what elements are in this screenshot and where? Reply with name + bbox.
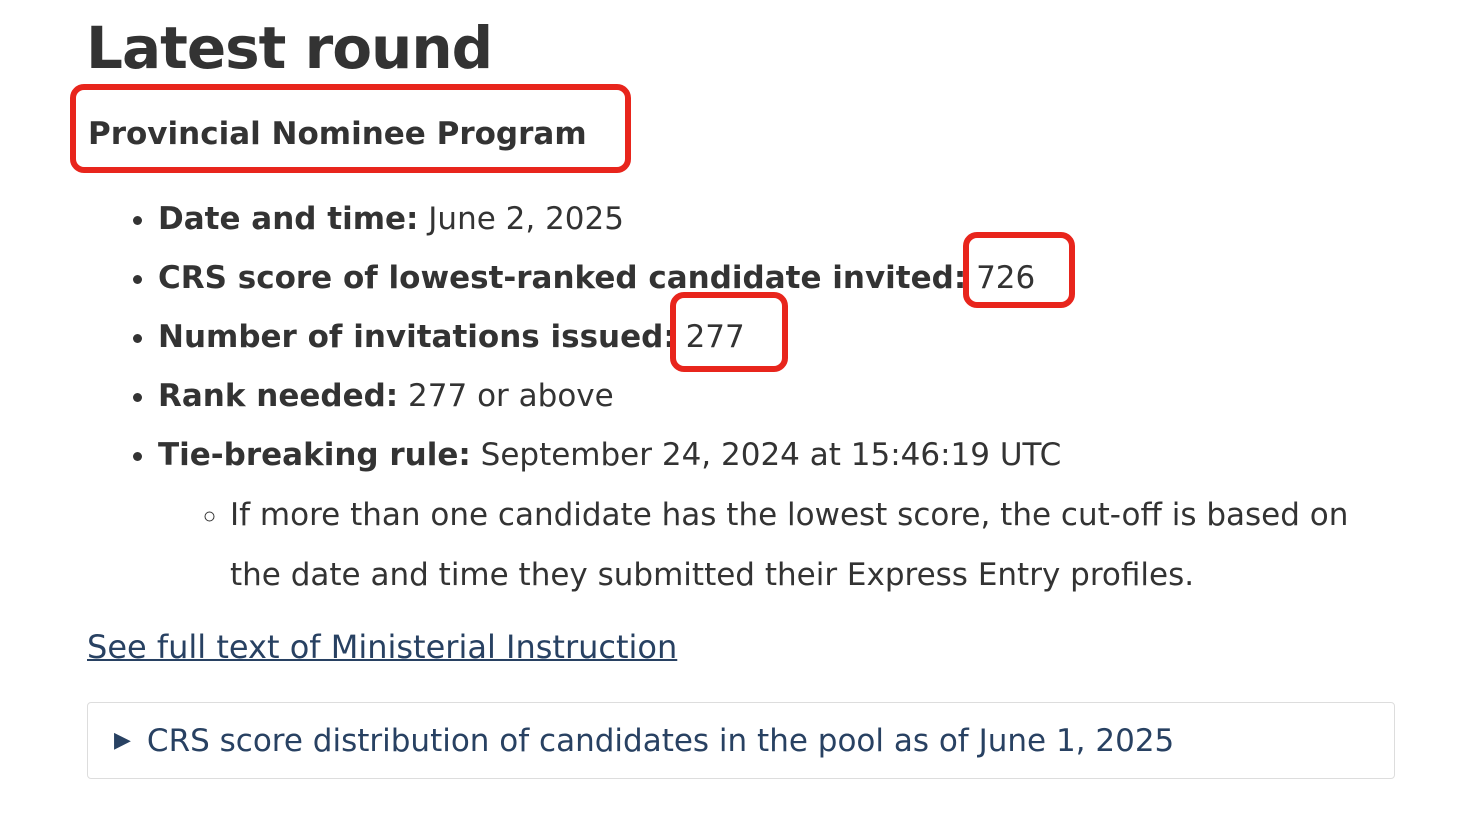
expand-triangle-icon: ▶: [114, 728, 131, 753]
annotation-box-program: [70, 84, 631, 173]
list-item-date: Date and time: June 2, 2025: [158, 190, 1400, 249]
list-item-rank: Rank needed: 277 or above: [158, 367, 1400, 426]
page-title: Latest round: [86, 14, 493, 82]
detail-value: September 24, 2024 at 15:46:19 UTC: [470, 437, 1062, 473]
round-details-list: Date and time: June 2, 2025 CRS score of…: [88, 190, 1400, 605]
list-item-tie-breaking: Tie-breaking rule: September 24, 2024 at…: [158, 426, 1400, 605]
detail-label: CRS score of lowest-ranked candidate inv…: [158, 260, 967, 296]
expander-label: CRS score distribution of candidates in …: [146, 722, 1175, 759]
detail-label: Tie-breaking rule:: [158, 437, 471, 473]
ministerial-instruction-link[interactable]: See full text of Ministerial Instruction: [87, 628, 678, 666]
annotation-box-crs-score: [963, 232, 1075, 308]
detail-label: Number of invitations issued:: [158, 319, 676, 355]
detail-value: June 2, 2025: [418, 201, 624, 237]
crs-distribution-expander[interactable]: ▶ CRS score distribution of candidates i…: [87, 702, 1395, 779]
list-item-crs-score: CRS score of lowest-ranked candidate inv…: [158, 249, 1400, 308]
detail-value: 277 or above: [398, 378, 614, 414]
detail-label: Date and time:: [158, 201, 419, 237]
tie-breaking-note: If more than one candidate has the lowes…: [230, 485, 1400, 605]
detail-value: 277: [675, 319, 745, 355]
program-heading: Provincial Nominee Program: [88, 116, 587, 152]
list-item-invitations: Number of invitations issued: 277: [158, 308, 1400, 367]
detail-label: Rank needed:: [158, 378, 399, 414]
detail-value: 726: [966, 260, 1036, 296]
annotation-box-invitations: [670, 292, 788, 372]
